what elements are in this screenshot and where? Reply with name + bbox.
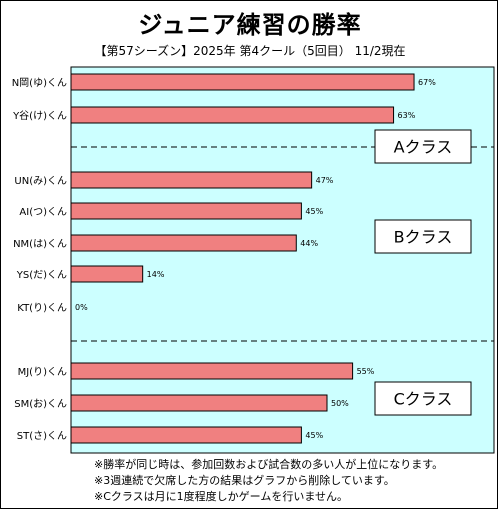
footnote: ※Cクラスは月に1度程度しかゲームを行いません。 [94, 490, 349, 503]
bar [70, 362, 354, 380]
category-label: YS(だ)くん [16, 269, 67, 281]
chart-subtitle: 【第57シーズン】2025年 第4クール（5回目） 11/2現在 [94, 44, 406, 58]
data-label: 14% [147, 270, 165, 279]
category-label: N岡(ゆ)くん [12, 77, 67, 89]
data-label: 45% [305, 207, 323, 216]
footnotes: ※勝率が同じ時は、参加回数および試合数の多い人が上位になります。 ※3週連続で欠… [94, 457, 494, 505]
data-label: 50% [331, 399, 349, 408]
data-label: 55% [357, 367, 375, 376]
category-label: KT(り)くん [17, 302, 67, 314]
class-label: Aクラス [394, 138, 453, 157]
data-label: 0% [75, 303, 88, 312]
class-label-box [374, 381, 472, 416]
bar [70, 73, 415, 91]
bar [70, 234, 297, 252]
class-label: Cクラス [394, 390, 453, 409]
footnote: ※勝率が同じ時は、参加回数および試合数の多い人が上位になります。 [94, 458, 444, 471]
class-label-box [374, 129, 472, 164]
category-label: Y谷(け)くん [12, 110, 67, 122]
data-label: 63% [398, 111, 416, 120]
class-label-box [374, 219, 472, 254]
data-label: 67% [418, 78, 436, 87]
category-label: UN(み)くん [14, 175, 67, 187]
bar [70, 265, 144, 283]
bar [70, 202, 302, 220]
bar [70, 106, 395, 124]
category-label: MJ(り)くん [18, 366, 67, 378]
class-label: Bクラス [394, 228, 453, 247]
category-label: ST(さ)くん [17, 430, 67, 442]
category-label: AI(つ)くん [19, 206, 67, 218]
footnote: ※3週連続で欠席した方の結果はグラフから削除しています。 [94, 474, 395, 487]
category-label: SM(お)くん [14, 398, 67, 410]
data-label: 44% [300, 239, 318, 248]
bar [70, 426, 302, 444]
chart-title: ジュニア練習の勝率 [138, 11, 362, 39]
data-label: 47% [316, 176, 334, 185]
bar [70, 394, 328, 412]
category-label: NM(は)くん [13, 238, 67, 250]
bar [70, 171, 313, 189]
data-label: 45% [305, 431, 323, 440]
